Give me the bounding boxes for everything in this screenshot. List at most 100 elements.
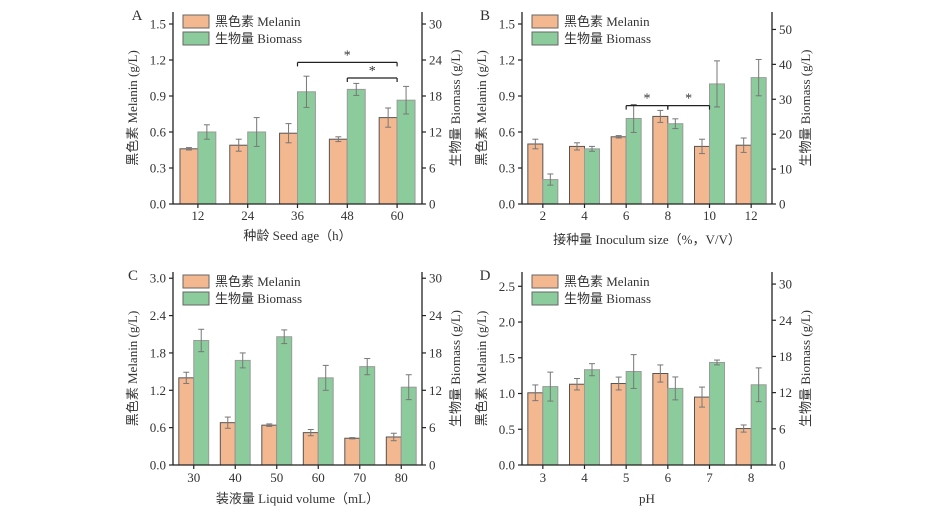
biomass-error-bar — [303, 75, 310, 108]
melanin-bar — [652, 115, 669, 205]
melanin-bar — [652, 373, 669, 466]
right-tick-label: 0 — [779, 197, 786, 212]
legend-label-biomass: 生物量 Biomass — [564, 291, 651, 306]
biomass-error-bar — [322, 364, 329, 391]
left-tick-label: 0.9 — [499, 89, 515, 104]
biomass-bar — [584, 369, 600, 466]
melanin-error-bar — [235, 138, 242, 152]
biomass-error-bar — [755, 58, 762, 97]
melanin-error-bar — [699, 386, 705, 408]
left-tick-label: 2.0 — [499, 315, 515, 330]
biomass-bar — [297, 91, 316, 205]
x-tick-label: 6 — [623, 208, 630, 223]
melanin-bar — [179, 148, 199, 205]
panel-label: D — [480, 268, 491, 284]
biomass-error-bar — [281, 329, 288, 345]
legend: 黑色素 Melanin 生物量 Biomass — [182, 274, 302, 306]
legend-label-melanin: 黑色素 Melanin — [564, 14, 650, 29]
right-tick-label: 18 — [429, 89, 442, 104]
x-tick-label: 12 — [191, 208, 204, 223]
left-tick-label: 0.3 — [499, 161, 515, 176]
biomass-bar — [359, 366, 376, 466]
right-tick-label: 12 — [779, 385, 792, 400]
left-tick-label: 0.0 — [499, 197, 515, 212]
melanin-error-bar — [615, 376, 622, 391]
axes — [172, 272, 423, 466]
melanin-bar — [178, 377, 195, 466]
x-axis-title: 装液量 Liquid volume（mL） — [216, 491, 379, 506]
legend: 黑色素 Melanin 生物量 Biomass — [531, 274, 651, 306]
biomass-error-bar — [630, 104, 637, 133]
biomass-error-bar — [589, 363, 595, 377]
legend-swatch-biomass — [182, 31, 210, 46]
melanin-error-bar — [183, 371, 190, 384]
biomass-bar — [667, 123, 684, 205]
melanin-bar — [569, 145, 585, 205]
right-tick-label: 6 — [779, 421, 786, 436]
x-tick-label: 3 — [540, 470, 547, 485]
significance-bracket — [346, 77, 398, 82]
biomass-bar — [584, 148, 600, 205]
biomass-bar — [750, 77, 767, 205]
legend-label-melanin: 黑色素 Melanin — [215, 14, 301, 29]
legend-label-melanin: 黑色素 Melanin — [215, 274, 301, 289]
significance-star: * — [344, 48, 351, 63]
significance-star: * — [644, 92, 651, 107]
biomass-error-bar — [672, 376, 679, 401]
left-tick-label: 1.2 — [499, 53, 515, 68]
biomass-bar — [317, 377, 334, 466]
melanin-error-bar — [335, 136, 342, 143]
left-axis-title: 黑色素 Melanin (g/L) — [125, 50, 140, 166]
left-tick-label: 1.5 — [150, 17, 166, 32]
biomass-bar — [346, 88, 366, 205]
x-tick-label: 60 — [312, 470, 325, 485]
right-tick-label: 30 — [779, 277, 792, 292]
panel-label: B — [480, 8, 490, 24]
x-tick-label: 2 — [540, 208, 547, 223]
left-tick-label: 0.5 — [499, 422, 515, 437]
left-axis-title: 黑色素 Melanin (g/L) — [474, 50, 489, 166]
right-tick-label: 18 — [779, 349, 792, 364]
melanin-bar — [569, 383, 585, 466]
melanin-bar — [610, 383, 627, 466]
melanin-bar — [279, 132, 298, 205]
melanin-error-bar — [699, 138, 705, 155]
melanin-error-bar — [532, 384, 539, 402]
legend-swatch-melanin — [182, 274, 210, 289]
left-tick-label: 1.5 — [499, 350, 515, 365]
x-tick-label: 80 — [395, 470, 408, 485]
biomass-bar — [193, 339, 210, 466]
melanin-error-bar — [574, 142, 580, 151]
melanin-error-bar — [349, 437, 356, 440]
melanin-bar — [378, 117, 398, 205]
legend-label-biomass: 生物量 Biomass — [215, 31, 302, 46]
left-tick-label: 0.0 — [150, 458, 166, 473]
right-tick-label: 30 — [429, 271, 442, 286]
right-tick-label: 20 — [779, 127, 792, 142]
biomass-error-bar — [203, 124, 210, 140]
x-tick-label: 70 — [353, 470, 366, 485]
biomass-error-bar — [364, 358, 371, 376]
melanin-error-bar — [385, 107, 392, 128]
left-axis-title: 黑色素 Melanin (g/L) — [474, 311, 489, 427]
right-tick-label: 30 — [429, 17, 442, 32]
biomass-bar — [276, 336, 293, 466]
left-tick-label: 0.0 — [499, 458, 515, 473]
biomass-error-bar — [755, 367, 762, 403]
right-tick-label: 0 — [779, 458, 786, 473]
biomass-error-bar — [630, 354, 637, 389]
biomass-error-bar — [714, 60, 720, 108]
legend-label-biomass: 生物量 Biomass — [564, 31, 651, 46]
right-tick-label: 6 — [429, 420, 436, 435]
left-tick-label: 1.5 — [499, 17, 515, 32]
biomass-error-bar — [589, 145, 595, 152]
right-tick-label: 12 — [429, 125, 442, 140]
panel-b: B 0.0 0.3 0.6 0.9 1.2 1.5 0 10 20 30 40 50 2 4 6 8 10 12 接种… — [474, 8, 813, 247]
panel-label: C — [128, 268, 138, 284]
right-tick-label: 18 — [429, 345, 442, 360]
axes — [521, 12, 773, 205]
legend-swatch-biomass — [531, 291, 559, 306]
melanin-error-bar — [657, 364, 664, 383]
left-tick-label: 1.2 — [150, 383, 166, 398]
melanin-bar — [344, 437, 361, 466]
